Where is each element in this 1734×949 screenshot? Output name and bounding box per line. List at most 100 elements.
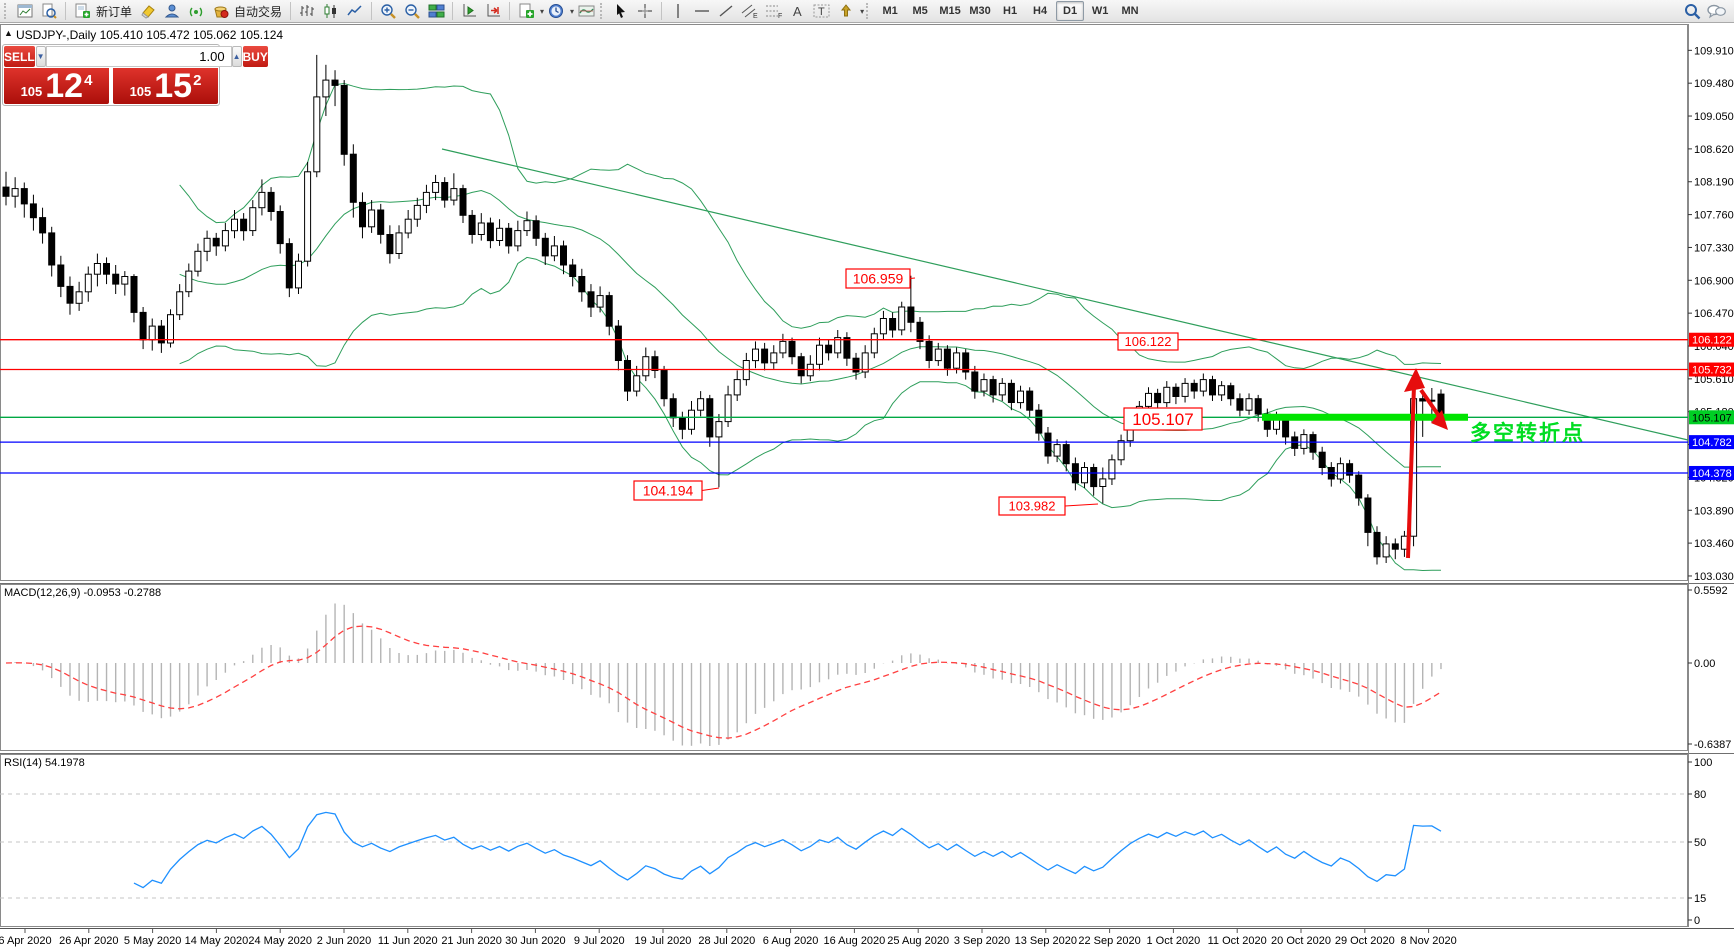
- sell-price[interactable]: 105 12 4: [4, 68, 109, 104]
- tf-m15-button[interactable]: M15: [939, 5, 961, 17]
- new-order-icon[interactable]: [71, 0, 93, 22]
- bollinger-middle-band[interactable]: [179, 189, 1441, 468]
- price-annotation-box[interactable]: [1123, 407, 1203, 431]
- indicator-list-icon[interactable]: [575, 0, 597, 22]
- tf-w1-button[interactable]: W1: [1091, 5, 1109, 17]
- date-label[interactable]: 1 Oct 2020: [1146, 935, 1200, 947]
- bull-candle: [934, 348, 942, 362]
- date-label[interactable]: 24 May 2020: [248, 935, 312, 947]
- arrows-dropdown-icon[interactable]: [835, 0, 857, 22]
- descending-trendline[interactable]: [441, 148, 1689, 441]
- crosshair-icon[interactable]: [634, 0, 656, 22]
- date-label[interactable]: 25 Aug 2020: [887, 935, 949, 947]
- date-label[interactable]: 6 Aug 2020: [763, 935, 819, 947]
- template-dropdown-icon[interactable]: [515, 0, 537, 22]
- template-dropdown-caret-icon[interactable]: ▾: [540, 6, 545, 16]
- cursor-icon[interactable]: [610, 0, 632, 22]
- date-label[interactable]: 26 Apr 2020: [59, 935, 118, 947]
- tf-m1-button[interactable]: M1: [882, 5, 898, 17]
- price-annotation-box[interactable]: [845, 268, 911, 289]
- red-down-arrow-shaft[interactable]: [1419, 388, 1441, 418]
- toolbar-separator: [290, 2, 292, 20]
- date-label[interactable]: 3 Sep 2020: [954, 935, 1010, 947]
- tf-m5-button[interactable]: M5: [912, 5, 928, 17]
- date-label[interactable]: 22 Sep 2020: [1078, 935, 1140, 947]
- new-order-label[interactable]: 新订单: [96, 4, 133, 19]
- chart-autoscroll-icon[interactable]: [482, 0, 504, 22]
- text-icon[interactable]: A: [787, 0, 809, 22]
- channel-icon[interactable]: E: [739, 0, 761, 22]
- date-label[interactable]: 14 May 2020: [185, 935, 249, 947]
- red-up-arrow-shaft[interactable]: [1406, 385, 1416, 559]
- auto-trading-icon[interactable]: [209, 0, 231, 22]
- sell-button[interactable]: SELL: [4, 46, 35, 67]
- tf-d1-button[interactable]: D1: [1056, 1, 1085, 21]
- bull-candle: [322, 79, 330, 98]
- trend-line-icon[interactable]: [715, 0, 737, 22]
- date-label[interactable]: 6 Apr 2020: [0, 935, 52, 947]
- line-chart-icon[interactable]: [344, 0, 366, 22]
- pivot-note-text[interactable]: 多空转折点: [1470, 421, 1585, 445]
- period-clock-caret-icon[interactable]: ▾: [570, 6, 575, 16]
- date-label[interactable]: 19 Jul 2020: [635, 935, 692, 947]
- period-clock-icon[interactable]: [545, 0, 567, 22]
- zoom-in-icon[interactable]: [377, 0, 399, 22]
- bear-candle: [267, 191, 275, 212]
- tf-h1-button[interactable]: H1: [1003, 5, 1018, 17]
- date-label[interactable]: 28 Jul 2020: [698, 935, 755, 947]
- tf-m30-button[interactable]: M30: [969, 5, 991, 17]
- toolbar-grip[interactable]: [600, 3, 606, 19]
- print-preview-icon[interactable]: [38, 0, 60, 22]
- bar-chart-icon[interactable]: [296, 0, 318, 22]
- chat-icon[interactable]: [1705, 0, 1727, 22]
- candlestick-chart-icon[interactable]: [320, 0, 342, 22]
- eraser-icon[interactable]: [137, 0, 159, 22]
- bollinger-upper-band[interactable]: [179, 82, 1441, 370]
- date-label[interactable]: 21 Jun 2020: [441, 935, 502, 947]
- date-label[interactable]: 8 Nov 2020: [1400, 935, 1456, 947]
- date-label[interactable]: 11 Oct 2020: [1208, 935, 1267, 947]
- buy-price[interactable]: 105 15 2: [113, 68, 218, 104]
- tf-h4-button[interactable]: H4: [1033, 5, 1048, 17]
- tile-windows-icon[interactable]: [425, 0, 447, 22]
- bull-candle: [221, 230, 229, 247]
- price-badge-label: 105.107: [1692, 412, 1732, 424]
- signal-icon[interactable]: [185, 0, 207, 22]
- buy-button[interactable]: BUY: [242, 46, 268, 67]
- price-annotation-box[interactable]: [998, 496, 1066, 516]
- date-label[interactable]: 5 May 2020: [124, 935, 181, 947]
- volume-decrease-button[interactable]: ▼: [35, 46, 46, 67]
- zoom-out-icon[interactable]: [401, 0, 423, 22]
- bollinger-lower-band[interactable]: [179, 256, 1441, 572]
- tf-mn-button[interactable]: MN: [1121, 5, 1139, 17]
- oneclick-collapse-icon[interactable]: ▲: [4, 28, 13, 38]
- bear-candle: [1355, 474, 1363, 499]
- date-label[interactable]: 16 Aug 2020: [824, 935, 886, 947]
- bull-candle: [450, 188, 458, 201]
- toolbar-grip[interactable]: [866, 3, 872, 19]
- fibonacci-icon[interactable]: F: [763, 0, 785, 22]
- date-label[interactable]: 11 Jun 2020: [378, 935, 438, 947]
- volume-increase-button[interactable]: ▲: [231, 46, 242, 67]
- person-icon[interactable]: [161, 0, 183, 22]
- date-label[interactable]: 13 Sep 2020: [1015, 935, 1077, 947]
- toolbar-grip[interactable]: [4, 3, 10, 19]
- price-annotation-box[interactable]: [1117, 332, 1179, 351]
- arrows-dropdown-caret-icon[interactable]: ▾: [860, 6, 865, 16]
- date-label[interactable]: 20 Oct 2020: [1271, 935, 1331, 947]
- chart-shift-icon[interactable]: [458, 0, 480, 22]
- price-annotation-box[interactable]: [633, 480, 703, 501]
- volume-input[interactable]: [45, 46, 232, 67]
- date-label[interactable]: 2 Jun 2020: [317, 935, 371, 947]
- date-label[interactable]: 9 Jul 2020: [574, 935, 625, 947]
- bull-candle: [413, 204, 421, 220]
- text-label-icon[interactable]: T: [811, 0, 833, 22]
- auto-trading-label[interactable]: 自动交易: [234, 4, 283, 19]
- date-label[interactable]: 30 Jun 2020: [505, 935, 566, 947]
- search-icon[interactable]: [1681, 0, 1703, 22]
- date-label[interactable]: 29 Oct 2020: [1335, 935, 1395, 947]
- horizontal-line-icon[interactable]: [691, 0, 713, 22]
- chart-window-icon[interactable]: [14, 0, 36, 22]
- vertical-line-icon[interactable]: [667, 0, 689, 22]
